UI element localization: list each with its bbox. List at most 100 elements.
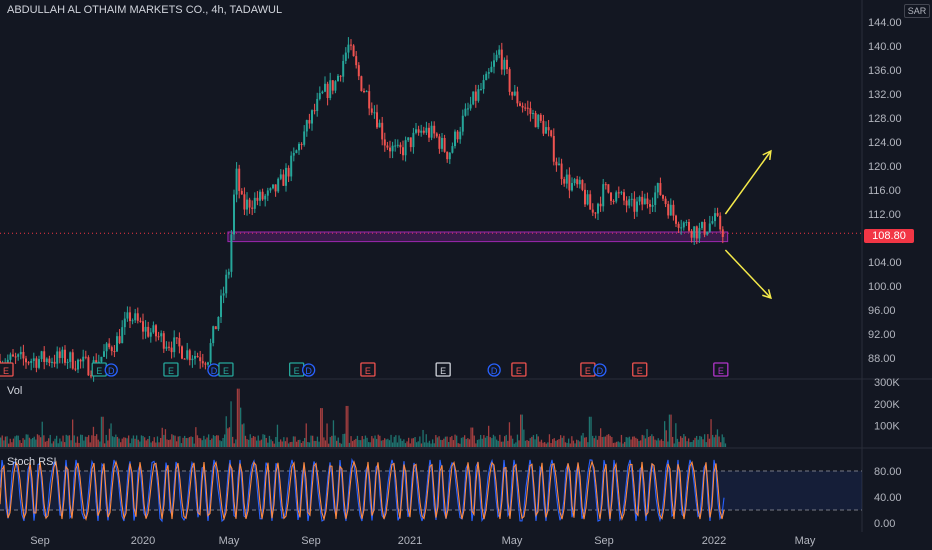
candle-body <box>511 91 514 96</box>
candle-body <box>251 207 254 209</box>
event-marker-dividend[interactable]: D <box>104 363 118 377</box>
event-marker-dividend[interactable]: D <box>593 363 607 377</box>
candle-body <box>191 358 194 361</box>
candle-body <box>625 200 628 206</box>
marker-badge <box>487 363 501 377</box>
candle-body <box>90 375 92 377</box>
marker-letter: E <box>440 366 446 376</box>
volume-bar <box>366 437 368 447</box>
volume-bar <box>198 437 200 447</box>
candle-body <box>110 347 113 352</box>
price-tick-label: 120.00 <box>868 161 902 173</box>
candle-body <box>552 136 555 162</box>
event-marker-earnings[interactable]: E <box>580 362 596 377</box>
event-marker-earnings[interactable]: E <box>632 362 648 377</box>
volume-bar <box>723 437 725 447</box>
symbol-title[interactable]: ABDULLAH AL OTHAIM MARKETS CO., 4h, TADA… <box>7 4 283 16</box>
volume-bar <box>347 405 349 447</box>
volume-bar <box>32 437 34 447</box>
candle-body <box>116 336 118 352</box>
candle-body <box>594 212 597 214</box>
candle-body <box>498 49 501 55</box>
volume-bar <box>625 437 627 447</box>
volume-bar <box>179 436 181 447</box>
event-marker-earnings[interactable]: E <box>0 362 14 377</box>
volume-bar <box>121 438 123 447</box>
event-marker-dividend[interactable]: D <box>487 363 501 377</box>
axes: 88.0092.0096.00100.00104.00108.00112.001… <box>30 17 901 547</box>
volume-bar <box>440 439 442 447</box>
volume-bar <box>592 435 594 447</box>
volume-bar <box>96 434 98 447</box>
event-marker-earnings[interactable]: E <box>288 362 305 377</box>
volume-bar <box>492 434 495 447</box>
volume-bar <box>680 436 682 447</box>
volume-bar <box>718 436 720 447</box>
candle-body <box>53 361 56 364</box>
volume-bar <box>644 438 647 447</box>
volume-bar <box>304 438 306 447</box>
candle-body <box>300 143 303 145</box>
volume-bar <box>296 441 298 447</box>
marker-letter: E <box>168 366 174 376</box>
volume-bar <box>660 439 663 447</box>
event-marker-earnings[interactable]: E <box>511 362 527 377</box>
volume-pane-label[interactable]: Vol <box>7 385 23 397</box>
price-tick-label: 140.00 <box>868 41 902 53</box>
event-marker-earnings[interactable]: E <box>713 362 729 377</box>
volume-bar <box>496 439 498 447</box>
volume-bar <box>515 442 517 447</box>
volume-bar <box>710 419 712 447</box>
candle-body <box>256 197 259 201</box>
volume-bar <box>83 440 85 447</box>
event-marker-earnings[interactable]: E <box>91 362 107 377</box>
volume-bar <box>230 401 232 447</box>
event-marker-earnings[interactable]: E <box>163 362 179 377</box>
candle-body <box>240 190 243 195</box>
volume-bar <box>425 434 427 447</box>
volume-bar <box>131 438 133 447</box>
price-tick-label: 124.00 <box>868 137 902 149</box>
candle-body <box>243 194 246 210</box>
event-marker-dividend[interactable]: D <box>207 363 221 377</box>
candle-body <box>22 351 25 359</box>
volume-bar <box>113 437 115 447</box>
volume-bar <box>388 440 391 447</box>
volume-bar <box>633 436 635 447</box>
volume-bar <box>488 425 490 447</box>
event-marker-earnings[interactable]: E <box>360 362 376 377</box>
volume-bar <box>187 438 189 447</box>
event-marker-earnings[interactable]: E <box>435 362 451 377</box>
volume-bar <box>420 443 423 447</box>
volume-bar <box>374 435 376 447</box>
volume-bar <box>571 436 573 447</box>
event-marker-earnings[interactable]: E <box>218 362 234 377</box>
volume-bar <box>19 440 21 447</box>
volume-bar <box>614 442 616 447</box>
candle-body <box>363 91 365 93</box>
price-tick-label: 92.00 <box>868 329 896 341</box>
volume-bar <box>120 442 122 447</box>
stoch-rsi-pane-label[interactable]: Stoch RSI <box>7 456 57 468</box>
candle-body <box>32 358 35 361</box>
event-marker-dividend[interactable]: D <box>301 363 316 377</box>
candle-body <box>266 190 269 196</box>
volume-bar <box>44 441 47 447</box>
volume-bar <box>283 437 285 447</box>
candle-body <box>45 358 48 362</box>
volume-bar <box>24 439 26 447</box>
candle-body <box>420 130 423 133</box>
volume-bar <box>35 439 37 447</box>
volume-bar <box>652 436 655 447</box>
marker-badge <box>301 363 316 377</box>
candle-body <box>235 168 238 195</box>
currency-badge[interactable]: SAR <box>904 4 930 18</box>
candle-body <box>680 227 683 229</box>
volume-bar <box>531 436 533 447</box>
candle-body <box>25 358 27 363</box>
volume-bar <box>600 428 602 447</box>
candle-body <box>69 352 72 362</box>
volume-bar <box>286 437 288 447</box>
